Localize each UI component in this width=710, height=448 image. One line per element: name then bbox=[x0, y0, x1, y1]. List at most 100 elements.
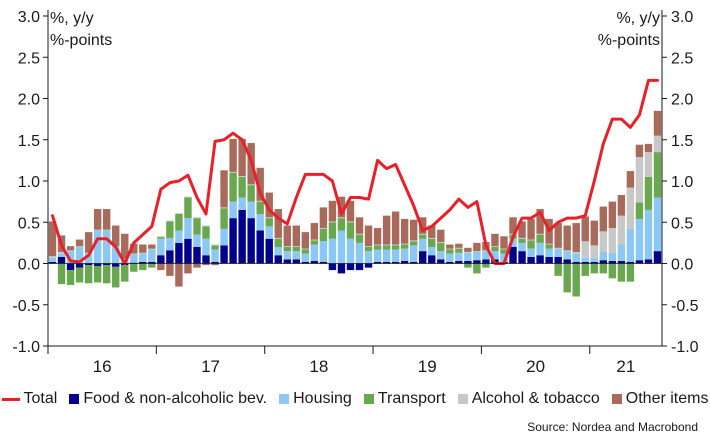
bar-segment-3 bbox=[121, 265, 129, 282]
left-y-tick-label: 1.5 bbox=[18, 133, 40, 150]
bar-segment-2 bbox=[157, 238, 165, 256]
bar-segment-1 bbox=[93, 263, 102, 266]
bar-segment-3 bbox=[518, 238, 526, 243]
bar-segment-1 bbox=[346, 263, 355, 271]
bar-segment-2 bbox=[337, 230, 346, 264]
bar-segment-3 bbox=[626, 263, 635, 282]
bar-segment-3 bbox=[319, 228, 328, 242]
bar-segment-5 bbox=[391, 211, 400, 245]
bar-segment-2 bbox=[599, 251, 608, 261]
bar-segment-2 bbox=[328, 238, 337, 264]
bar-segment-1 bbox=[184, 238, 192, 264]
bar-segment-5 bbox=[346, 200, 355, 222]
bar-segment-3 bbox=[166, 221, 174, 238]
bar-segment-1 bbox=[229, 218, 237, 264]
bar-segment-1 bbox=[599, 260, 608, 264]
bar-segment-3 bbox=[473, 263, 481, 274]
bar-segment-3 bbox=[193, 218, 201, 235]
bar-segment-3 bbox=[563, 263, 571, 293]
bar-segment-5 bbox=[437, 229, 445, 243]
bar-segment-5 bbox=[626, 171, 635, 188]
bar-segment-4 bbox=[310, 239, 319, 241]
bar-segment-4 bbox=[599, 231, 608, 252]
bar-segment-4 bbox=[238, 176, 246, 177]
bar-segment-3 bbox=[590, 263, 598, 274]
bar-segment-2 bbox=[482, 251, 490, 260]
total-line bbox=[51, 78, 659, 265]
left-y-tick-label: 2.0 bbox=[18, 92, 40, 109]
bar-segment-1 bbox=[554, 256, 562, 264]
bar-segment-5 bbox=[635, 144, 644, 158]
bar-segment-3 bbox=[391, 245, 400, 250]
bar-segment-1 bbox=[545, 256, 553, 264]
bar-segment-3 bbox=[599, 263, 608, 274]
bar-segment-3 bbox=[102, 265, 111, 284]
bar-segment-4 bbox=[455, 247, 463, 249]
bar-segment-2 bbox=[310, 244, 319, 262]
bar-segment-1 bbox=[256, 230, 264, 264]
bar-segment-5 bbox=[130, 243, 138, 254]
bar-segment-2 bbox=[491, 251, 499, 260]
bar-segment-5 bbox=[202, 263, 210, 266]
bar-segment-2 bbox=[346, 238, 355, 264]
bar-segment-1 bbox=[175, 242, 183, 264]
bar-segment-5 bbox=[229, 138, 237, 172]
bar-segment-2 bbox=[139, 253, 147, 262]
bar-segment-4 bbox=[346, 221, 355, 223]
bar-segment-2 bbox=[400, 248, 409, 262]
bar-segment-4 bbox=[536, 233, 544, 235]
bar-segment-4 bbox=[527, 239, 535, 241]
bar-segment-5 bbox=[364, 225, 373, 247]
bar-segment-5 bbox=[590, 220, 598, 246]
bar-segment-1 bbox=[473, 260, 481, 264]
bar-segment-4 bbox=[229, 171, 237, 173]
bar-segment-3 bbox=[437, 242, 445, 252]
bar-segment-4 bbox=[626, 187, 635, 229]
bar-segment-4 bbox=[274, 237, 282, 239]
bar-segment-3 bbox=[211, 245, 219, 250]
bar-segment-5 bbox=[93, 209, 102, 230]
bar-segment-1 bbox=[617, 261, 626, 264]
bar-segment-3 bbox=[464, 263, 472, 268]
bar-segment-5 bbox=[400, 218, 409, 244]
right-y-tick-label: 0.0 bbox=[671, 257, 693, 274]
bar-segment-2 bbox=[238, 197, 246, 210]
legend-item-transport: Transport bbox=[363, 390, 446, 408]
legend-item-alcohol: Alcohol & tobacco bbox=[457, 390, 600, 408]
bar-segment-1 bbox=[509, 247, 517, 264]
bar-segment-1 bbox=[301, 261, 310, 264]
bar-segment-2 bbox=[355, 242, 364, 264]
bar-segment-1 bbox=[482, 259, 490, 264]
bar-segment-5 bbox=[554, 223, 562, 248]
bar-segment-2 bbox=[220, 228, 228, 246]
left-unit-line1: %, y/y bbox=[50, 10, 94, 27]
bar-segment-5 bbox=[274, 209, 282, 238]
bar-segment-5 bbox=[301, 232, 310, 249]
legend-label-housing: Housing bbox=[293, 390, 352, 407]
bar-segment-2 bbox=[509, 238, 517, 247]
bar-segment-5 bbox=[75, 239, 84, 247]
bar-segment-3 bbox=[175, 214, 183, 231]
bar-segment-2 bbox=[473, 251, 481, 261]
legend-label-alcohol: Alcohol & tobacco bbox=[471, 390, 600, 407]
legend-item-food: Food & non-alcoholic bev. bbox=[69, 390, 267, 408]
bar-segment-1 bbox=[57, 256, 66, 264]
bar-segment-5 bbox=[220, 170, 228, 208]
bar-segment-1 bbox=[437, 259, 445, 264]
bar-segment-5 bbox=[419, 217, 427, 234]
bar-segment-5 bbox=[319, 207, 328, 229]
bar-segment-4 bbox=[247, 184, 255, 186]
bar-segment-2 bbox=[193, 234, 201, 248]
bar-segment-2 bbox=[464, 252, 472, 262]
bar-segment-2 bbox=[292, 251, 301, 260]
bar-segment-2 bbox=[563, 251, 571, 260]
bar-segment-2 bbox=[364, 251, 373, 264]
square-swatch-icon bbox=[457, 394, 468, 404]
bar-segment-1 bbox=[84, 263, 93, 266]
bar-segment-5 bbox=[455, 243, 463, 248]
bar-segment-3 bbox=[157, 237, 165, 239]
bar-segment-1 bbox=[428, 255, 436, 264]
bar-segment-4 bbox=[617, 215, 626, 245]
bar-segment-1 bbox=[319, 261, 328, 264]
bar-segment-2 bbox=[437, 251, 445, 260]
